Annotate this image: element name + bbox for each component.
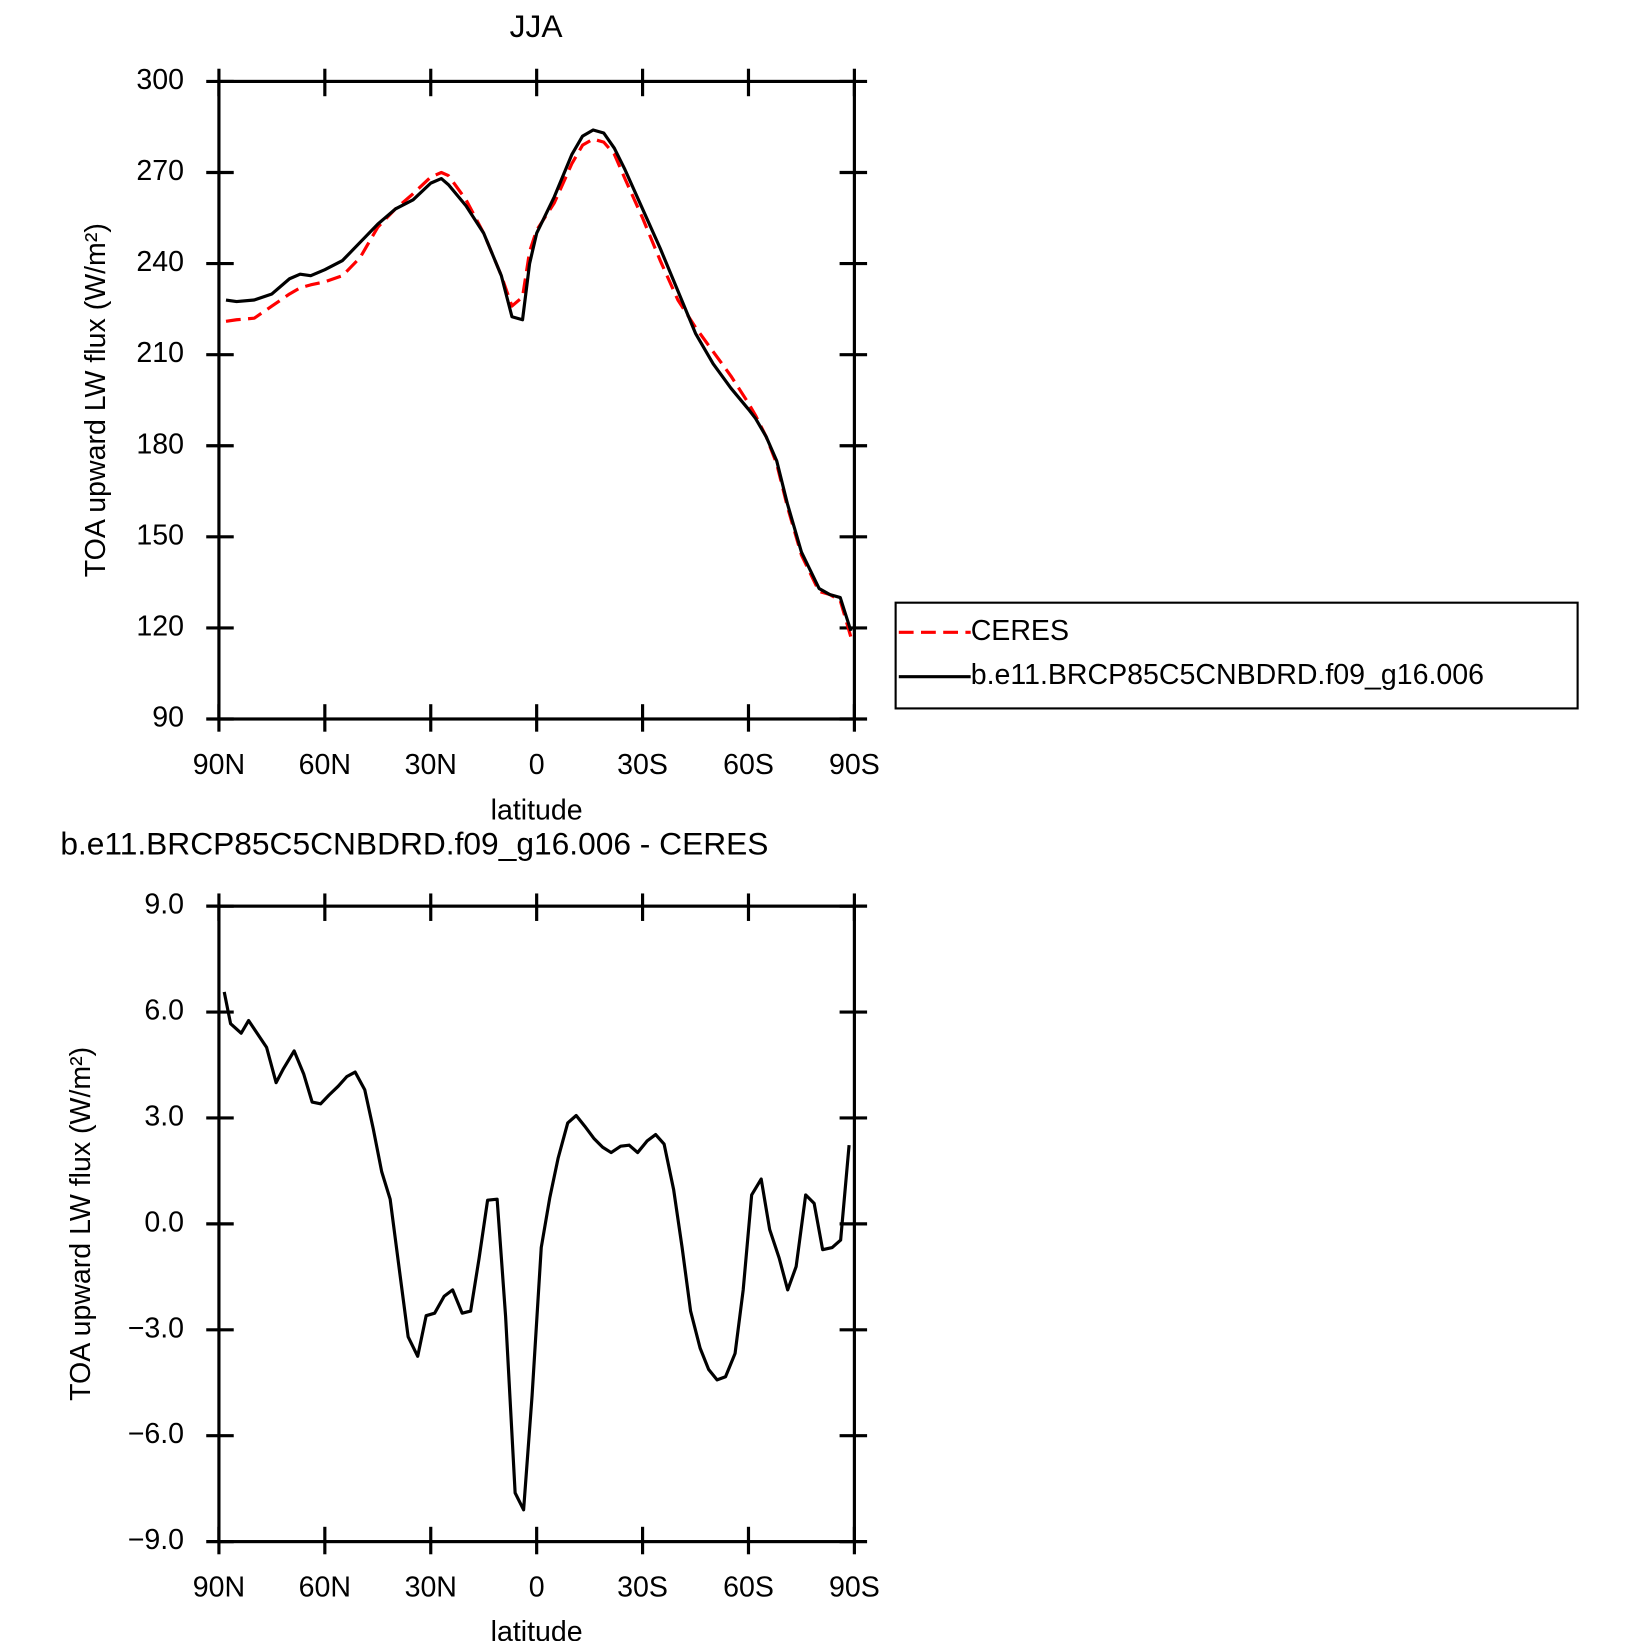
y-tick-label: 6.0 bbox=[144, 995, 184, 1027]
y-tick-label: 180 bbox=[136, 428, 184, 460]
y-tick-label: 270 bbox=[136, 155, 184, 187]
x-axis-label: latitude bbox=[491, 795, 583, 827]
x-tick-label: 90S bbox=[829, 749, 880, 781]
data-line bbox=[225, 137, 853, 638]
x-tick-label: 60S bbox=[723, 749, 774, 781]
y-tick-label: −3.0 bbox=[128, 1312, 184, 1344]
x-tick-label: 30S bbox=[617, 749, 668, 781]
y-tick-label: 90 bbox=[152, 702, 184, 734]
y-tick-label: 0.0 bbox=[144, 1206, 184, 1238]
legend-label: CERES bbox=[971, 615, 1069, 647]
plot-frame bbox=[217, 79, 856, 721]
y-tick-label: 150 bbox=[136, 519, 184, 551]
x-tick-label: 30N bbox=[405, 1572, 457, 1604]
y-tick-label: 9.0 bbox=[144, 889, 184, 921]
y-tick-label: −6.0 bbox=[128, 1418, 184, 1450]
chart-title: b.e11.BRCP85C5CNBDRD.f09_g16.006 - CERES bbox=[60, 825, 768, 861]
x-tick-label: 60N bbox=[299, 749, 351, 781]
data-line bbox=[225, 128, 853, 632]
x-tick-label: 0 bbox=[529, 1572, 545, 1604]
x-tick-label: 90S bbox=[829, 1572, 880, 1604]
y-tick-label: 120 bbox=[136, 610, 184, 642]
y-tick-label: 3.0 bbox=[144, 1101, 184, 1133]
y-tick-label: 210 bbox=[136, 337, 184, 369]
x-tick-label: 90N bbox=[193, 749, 245, 781]
legend-label: b.e11.BRCP85C5CNBDRD.f09_g16.006 bbox=[971, 659, 1484, 691]
x-axis-label: latitude bbox=[491, 1616, 583, 1641]
chart-title: JJA bbox=[510, 8, 564, 44]
x-tick-label: 30S bbox=[617, 1572, 668, 1604]
y-tick-label: 240 bbox=[136, 246, 184, 278]
plot-frame bbox=[217, 904, 856, 1544]
y-axis-label: TOA upward LW flux (W/m²) bbox=[80, 223, 112, 577]
x-tick-label: 60N bbox=[299, 1572, 351, 1604]
x-tick-label: 90N bbox=[193, 1572, 245, 1604]
y-tick-label: −9.0 bbox=[128, 1524, 184, 1556]
y-tick-label: 300 bbox=[136, 64, 184, 96]
y-axis-label: TOA upward LW flux (W/m²) bbox=[65, 1047, 97, 1401]
data-line bbox=[222, 991, 851, 1512]
x-tick-label: 60S bbox=[723, 1572, 774, 1604]
legend-box bbox=[894, 601, 1579, 710]
x-tick-label: 30N bbox=[405, 749, 457, 781]
x-tick-label: 0 bbox=[529, 749, 545, 781]
